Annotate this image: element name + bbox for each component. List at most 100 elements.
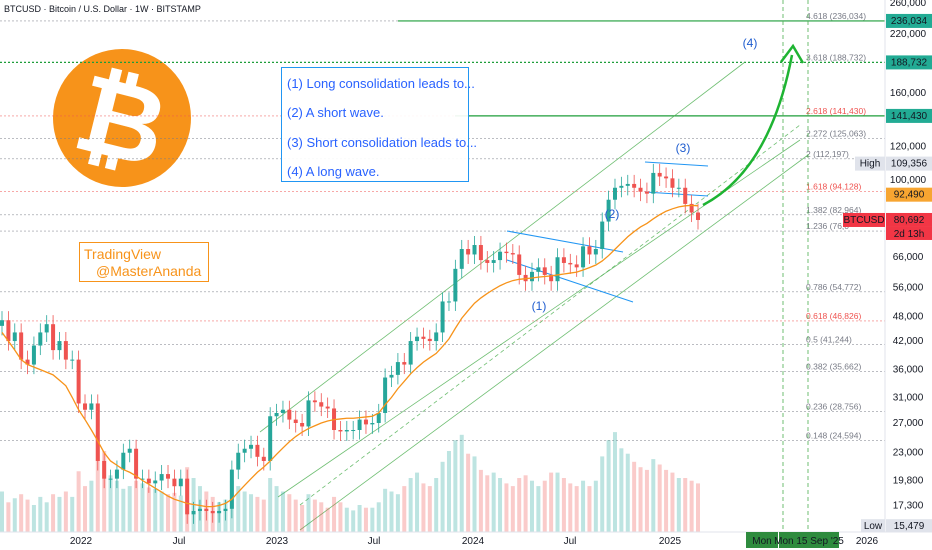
x-tick-label: Jul xyxy=(173,536,186,547)
note-1: (1) Long consolidation leads to... xyxy=(287,76,475,91)
volume-bar xyxy=(51,494,56,532)
fib-level-label: 0.382 (35,662) xyxy=(806,361,861,371)
volume-bar xyxy=(95,437,100,532)
volume-bar xyxy=(689,480,694,532)
x-tick-label: 2022 xyxy=(70,536,93,547)
volume-bar xyxy=(612,432,617,532)
price-tag-value: 109,356 xyxy=(891,159,928,170)
volume-bar xyxy=(178,495,183,532)
candle-body xyxy=(306,400,311,427)
volume-bar xyxy=(427,486,432,532)
volume-bar xyxy=(581,480,586,532)
candle-body xyxy=(657,172,662,177)
candle-body xyxy=(63,341,68,360)
watermark-line-1: TradingView xyxy=(84,246,162,262)
volume-bar xyxy=(70,496,75,532)
candle-body xyxy=(478,245,483,261)
y-tick-label: 23,000 xyxy=(893,448,924,459)
wave-label: (4) xyxy=(743,36,758,50)
volume-bar xyxy=(146,487,151,532)
candle-body xyxy=(581,246,586,268)
price-axis xyxy=(885,0,932,532)
volume-bar xyxy=(351,510,356,532)
fib-level-label: 4.618 (236,034) xyxy=(806,11,866,21)
candle-body xyxy=(229,469,234,509)
volume-bar xyxy=(664,469,669,532)
volume-bar xyxy=(274,486,279,532)
volume-bar xyxy=(287,494,292,532)
candle-body xyxy=(159,474,164,481)
candle-body xyxy=(517,254,522,275)
candle-body xyxy=(344,429,349,432)
volume-bar xyxy=(280,491,285,532)
candle-body xyxy=(510,253,515,255)
candle-body xyxy=(255,444,260,457)
candle-body xyxy=(612,187,617,200)
x-tick-label: Jul xyxy=(564,536,577,547)
x-tick-label: 2025 xyxy=(659,536,682,547)
price-tag-value: 141,430 xyxy=(891,111,928,122)
volume-bar xyxy=(446,451,451,532)
volume-bar xyxy=(127,486,132,532)
volume-bar xyxy=(676,478,681,532)
note-3: (3) Short consolidation leads to... xyxy=(287,135,478,150)
price-tag-bg xyxy=(886,13,932,28)
volume-bar xyxy=(555,472,560,532)
y-tick-label: 17,300 xyxy=(893,501,924,512)
x-tick-label: 2023 xyxy=(266,536,289,547)
flag-line xyxy=(506,259,634,303)
volume-bar xyxy=(466,453,471,532)
volume-bar xyxy=(478,469,483,532)
candle-body xyxy=(217,510,222,514)
volume-bar xyxy=(363,507,368,532)
time-tag: Mon xyxy=(752,536,771,547)
fib-level-label: 2.618 (141,430) xyxy=(806,106,866,116)
flag-line xyxy=(644,191,709,197)
volume-bar xyxy=(140,483,145,532)
y-tick-label: 36,000 xyxy=(893,365,924,376)
volume-bar xyxy=(561,478,566,532)
chart-title: BTCUSD · Bitcoin / U.S. Dollar · 1W · BI… xyxy=(4,4,201,14)
price-tag-label: BTCUSD xyxy=(843,215,884,226)
volume-bar xyxy=(300,505,305,532)
projection-arrow xyxy=(702,54,794,207)
candle-body xyxy=(6,320,11,342)
watermark-box[interactable]: TradingView @MasterAnanda xyxy=(79,242,209,282)
volume-bar xyxy=(651,459,656,532)
volume-bar xyxy=(395,494,400,532)
volume-bar xyxy=(644,469,649,532)
volume-bar xyxy=(63,491,68,532)
wave-notes-box[interactable]: (1) Long consolidation leads to... (2) A… xyxy=(281,67,477,182)
volume-bar xyxy=(236,486,241,532)
volume-bar xyxy=(523,475,528,532)
volume-bar xyxy=(504,483,509,532)
y-tick-label: 160,000 xyxy=(890,88,927,99)
candle-body xyxy=(287,409,292,420)
volume-bar xyxy=(498,478,503,532)
time-tag-bg xyxy=(746,532,778,548)
flag-line xyxy=(644,161,709,167)
price-tag-bg xyxy=(886,187,932,202)
candle-body xyxy=(370,422,375,425)
candle-body xyxy=(670,178,675,188)
y-tick-label: 19,800 xyxy=(893,476,924,487)
y-tick-label: 120,000 xyxy=(890,141,927,152)
volume-bar xyxy=(249,494,254,532)
candle-body xyxy=(440,301,445,333)
volume-bar xyxy=(472,456,477,532)
fib-level-label: 1.236 (76,0 xyxy=(806,221,849,231)
candle-body xyxy=(466,249,471,255)
candle-body xyxy=(204,508,209,511)
candle-body xyxy=(696,212,700,220)
candle-body xyxy=(689,203,694,213)
volume-bar xyxy=(293,499,298,532)
price-tag-sub: 2d 13h xyxy=(894,229,925,240)
wave-label: (3) xyxy=(676,141,691,155)
candle-body xyxy=(12,332,17,342)
candle-body xyxy=(383,377,388,413)
volume-bar xyxy=(12,498,17,532)
candle-body xyxy=(606,199,611,222)
candle-body xyxy=(51,324,56,351)
